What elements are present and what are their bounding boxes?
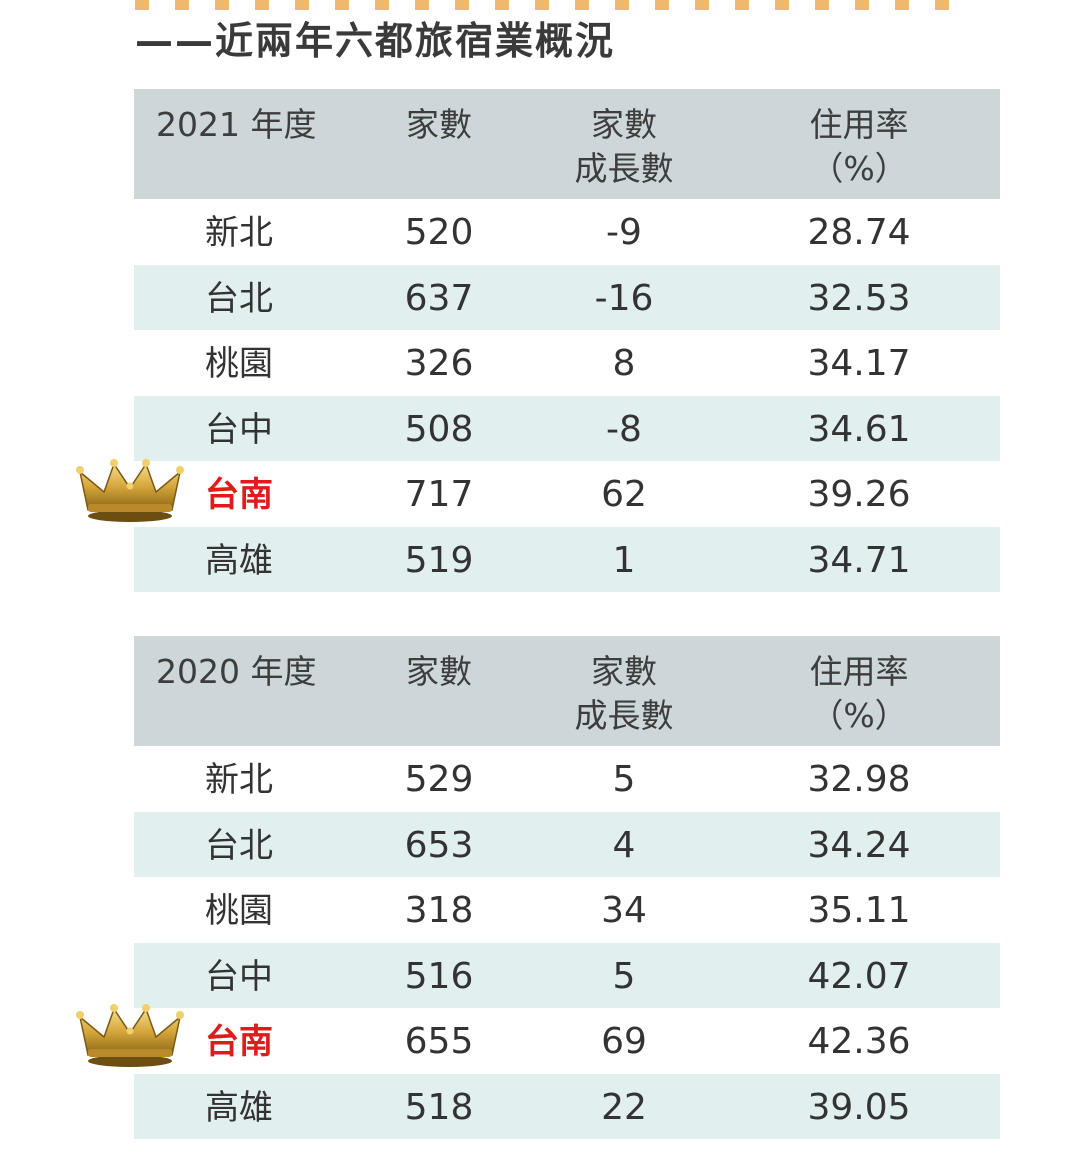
table-2021: 2021 年度 家數 家數 成長數 住用率 （%） 新北 520 -9 28.7… [134, 89, 1000, 592]
count-cell: 637 [404, 277, 474, 319]
table-2020: 2020 年度 家數 家數 成長數 住用率 （%） 新北 529 5 32.98… [134, 636, 1000, 1139]
header-year: 2020 年度 [156, 652, 317, 691]
count-cell: 520 [404, 212, 474, 253]
table-header: 2021 年度 家數 家數 成長數 住用率 （%） [134, 89, 1000, 199]
occupancy-cell: 32.53 [807, 277, 911, 319]
occupancy-cell: 34.17 [807, 343, 911, 384]
occupancy-cell: 42.07 [807, 955, 911, 997]
count-cell: 519 [404, 539, 474, 581]
table-row: 桃園 326 8 34.17 [134, 330, 1000, 396]
table-row: 台北 637 -16 32.53 [134, 264, 1000, 330]
crown-icon [76, 1004, 184, 1067]
city-cell-highlight: 台南 [205, 1022, 273, 1062]
table-row: 新北 529 5 32.98 [134, 746, 1000, 812]
table-row: 台北 653 4 34.24 [134, 811, 1000, 877]
occupancy-cell: 28.74 [807, 212, 911, 253]
growth-cell: -16 [594, 277, 654, 319]
growth-cell: 5 [612, 955, 636, 997]
occupancy-cell: 39.26 [807, 474, 911, 515]
header-count: 家數 [406, 652, 472, 691]
header-growth: 家數 成長數 [574, 105, 674, 188]
city-cell: 高雄 [205, 1087, 273, 1128]
growth-cell: 34 [601, 890, 647, 931]
count-cell: 508 [404, 408, 474, 450]
count-cell: 653 [404, 824, 474, 866]
city-cell: 桃園 [205, 891, 273, 931]
city-cell: 台中 [205, 956, 273, 997]
page-title: ——近兩年六都旅宿業概況 [135, 19, 616, 63]
city-cell: 台北 [205, 825, 273, 866]
table-header: 2020 年度 家數 家數 成長數 住用率 （%） [134, 636, 1000, 746]
header-count: 家數 [406, 105, 472, 144]
count-cell: 326 [404, 343, 474, 384]
growth-cell: 8 [612, 343, 636, 384]
count-cell: 318 [404, 890, 474, 931]
occupancy-cell: 34.24 [807, 824, 911, 866]
growth-cell: 5 [612, 759, 636, 800]
table-row-highlight: 台南 655 69 42.36 [134, 1008, 1000, 1074]
city-cell: 桃園 [205, 344, 273, 384]
header-growth: 家數 成長數 [574, 652, 674, 735]
table-row: 高雄 519 1 34.71 [134, 526, 1000, 592]
header-year: 2021 年度 [156, 105, 317, 144]
occupancy-cell: 39.05 [807, 1086, 911, 1128]
occupancy-cell: 42.36 [807, 1021, 911, 1062]
occupancy-cell: 34.61 [807, 408, 911, 450]
city-cell: 台中 [205, 409, 273, 450]
city-cell: 新北 [205, 760, 273, 800]
table-row: 台中 516 5 42.07 [134, 942, 1000, 1008]
table-row: 台中 508 -8 34.61 [134, 395, 1000, 461]
header-occupancy: 住用率 （%） [809, 105, 909, 188]
table-row-highlight: 台南 717 62 39.26 [134, 461, 1000, 527]
count-cell: 655 [404, 1021, 474, 1062]
city-cell-highlight: 台南 [205, 475, 273, 515]
occupancy-cell: 34.71 [807, 539, 911, 581]
count-cell: 717 [404, 474, 474, 515]
count-cell: 529 [404, 759, 474, 800]
count-cell: 518 [404, 1086, 474, 1128]
crown-icon [76, 459, 184, 522]
table-row: 高雄 518 22 39.05 [134, 1073, 1000, 1139]
header-occupancy: 住用率 （%） [809, 652, 909, 735]
city-cell: 高雄 [205, 540, 273, 581]
growth-cell: 1 [612, 539, 636, 581]
city-cell: 新北 [205, 213, 273, 253]
growth-cell: -8 [606, 408, 642, 450]
growth-cell: 4 [612, 824, 636, 866]
table-row: 桃園 318 34 35.11 [134, 877, 1000, 943]
growth-cell: 22 [601, 1086, 647, 1128]
occupancy-cell: 32.98 [807, 759, 911, 800]
decorative-top-strip [135, 0, 955, 10]
growth-cell: 62 [601, 474, 647, 515]
table-row: 新北 520 -9 28.74 [134, 199, 1000, 265]
growth-cell: 69 [601, 1021, 647, 1062]
count-cell: 516 [404, 955, 474, 997]
city-cell: 台北 [205, 278, 273, 319]
occupancy-cell: 35.11 [807, 890, 911, 931]
growth-cell: -9 [606, 212, 642, 253]
